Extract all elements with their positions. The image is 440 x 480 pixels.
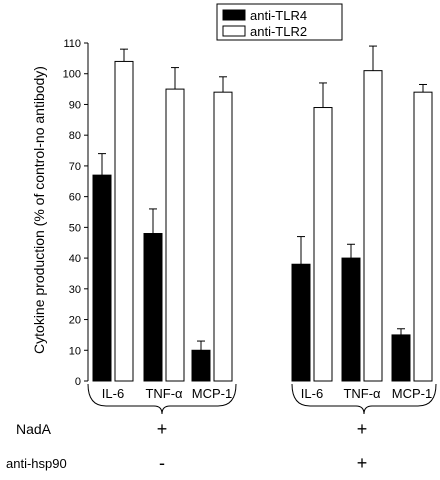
condition-value: + (357, 419, 368, 439)
y-tick-label: 0 (75, 376, 81, 388)
group-brace (291, 383, 437, 415)
y-tick-label: 60 (69, 192, 81, 204)
y-tick-label: 20 (69, 315, 81, 327)
category-label: TNF-α (343, 386, 381, 401)
bar (191, 349, 211, 382)
condition-value: + (157, 419, 168, 439)
bar (313, 107, 333, 382)
bar (391, 334, 411, 382)
y-tick-label: 50 (69, 222, 81, 234)
y-axis: 0 10 20 30 40 50 60 70 80 90 100 110 (63, 38, 89, 388)
bar (213, 91, 233, 382)
bar (165, 88, 185, 382)
y-tick-label: 30 (69, 284, 81, 296)
condition-row-label: anti-hsp90 (6, 456, 67, 471)
y-tick-label: 90 (69, 99, 81, 111)
legend-swatch (222, 9, 246, 21)
bar (363, 70, 383, 382)
y-tick-label: 70 (69, 161, 81, 173)
group-brace (87, 383, 237, 415)
bars (92, 45, 433, 382)
bar (143, 233, 163, 382)
category-labels: IL-6 TNF-α MCP-1 IL-6 TNF-α MCP-1 (87, 383, 437, 415)
category-label: MCP-1 (392, 386, 432, 401)
legend-label: anti-TLR2 (250, 24, 307, 39)
condition-value: - (159, 453, 165, 473)
bar (114, 60, 134, 382)
bar (413, 91, 433, 382)
bar (341, 257, 361, 382)
condition-row-label: NadA (16, 421, 52, 437)
y-tick-label: 80 (69, 130, 81, 142)
y-axis-label: Cytokine production (% of control-no ant… (31, 66, 47, 354)
y-tick-label: 40 (69, 253, 81, 265)
bar (291, 263, 311, 382)
category-label: IL-6 (102, 386, 124, 401)
category-label: TNF-α (145, 386, 183, 401)
condition-table: NadA + + anti-hsp90 - + (6, 419, 367, 473)
category-label: IL-6 (301, 386, 323, 401)
condition-value: + (357, 453, 368, 473)
y-tick-label: 110 (63, 38, 81, 50)
legend-label: anti-TLR4 (250, 8, 307, 23)
category-label: MCP-1 (192, 386, 232, 401)
legend-swatch (222, 25, 246, 37)
y-tick-label: 100 (63, 69, 81, 81)
y-tick-label: 10 (69, 345, 81, 357)
bar (92, 174, 112, 382)
